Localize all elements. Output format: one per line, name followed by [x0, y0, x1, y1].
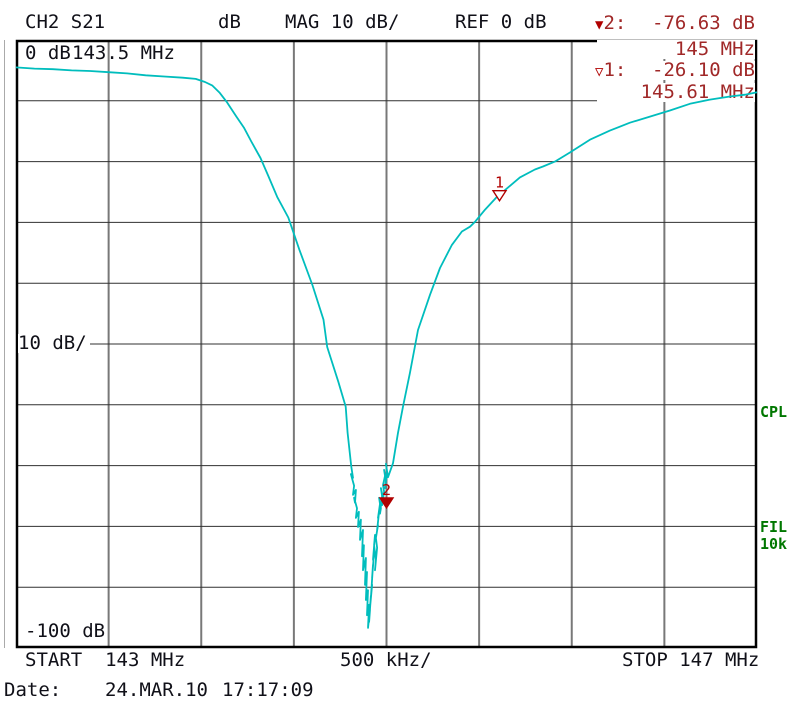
marker2-readout-line: ▼2: -76.63 dB [595, 14, 755, 33]
marker2-key: ▼2: [595, 14, 626, 33]
span-per-div-label: 500 kHz/ [340, 649, 432, 671]
softkey-fil-label: FIL 10k [760, 519, 787, 552]
stop-frequency-label: STOP 147 MHz [622, 649, 760, 671]
marker2-frequency: 145 MHz [597, 40, 755, 59]
start-frequency-label: START 143 MHz [25, 649, 186, 671]
trace-marker-2-number: 2 [382, 481, 391, 499]
reference-label: REF 0 dB [455, 11, 547, 33]
softkey-fil-line1: FIL [760, 518, 788, 536]
ref-level-label: 0 dB [25, 42, 71, 64]
marker2-number: 2: [603, 12, 627, 34]
marker1-key: ▽1: [595, 61, 626, 80]
softkey-cpl-label: CPL [760, 403, 788, 421]
marker1-value: -26.10 dB [652, 59, 755, 81]
plot-frame [15, 39, 758, 649]
scale-per-div-label: 10 dB/ [18, 334, 90, 353]
min-level-label: -100 dB [25, 620, 106, 642]
marker1-frequency: 145.61 MHz [597, 83, 755, 102]
date-value: 24.MAR.10 [105, 679, 208, 701]
unit-label: dB [218, 11, 241, 33]
format-label: MAG 10 dB/ [285, 11, 400, 33]
marker1-number: 1: [603, 59, 627, 81]
marker1-readout-line: ▽1: -26.10 dB [595, 61, 755, 80]
softkey-fil-line2: 10k [760, 534, 788, 553]
trace-marker-1-triangle-icon [491, 189, 508, 202]
ref-frequency-label: 143.5 MHz [72, 42, 175, 64]
date-label: Date: [4, 679, 62, 701]
s21-trace [15, 66, 758, 629]
marker2-value: -76.63 dB [652, 12, 755, 34]
trace-marker-1-number: 1 [495, 174, 504, 192]
trace-marker-2-triangle-icon [378, 497, 395, 510]
channel-trace-label: CH2 S21 [25, 11, 106, 33]
marker2-filled-triangle-icon: ▼ [595, 17, 604, 33]
time-value: 17:17:09 [222, 679, 314, 701]
